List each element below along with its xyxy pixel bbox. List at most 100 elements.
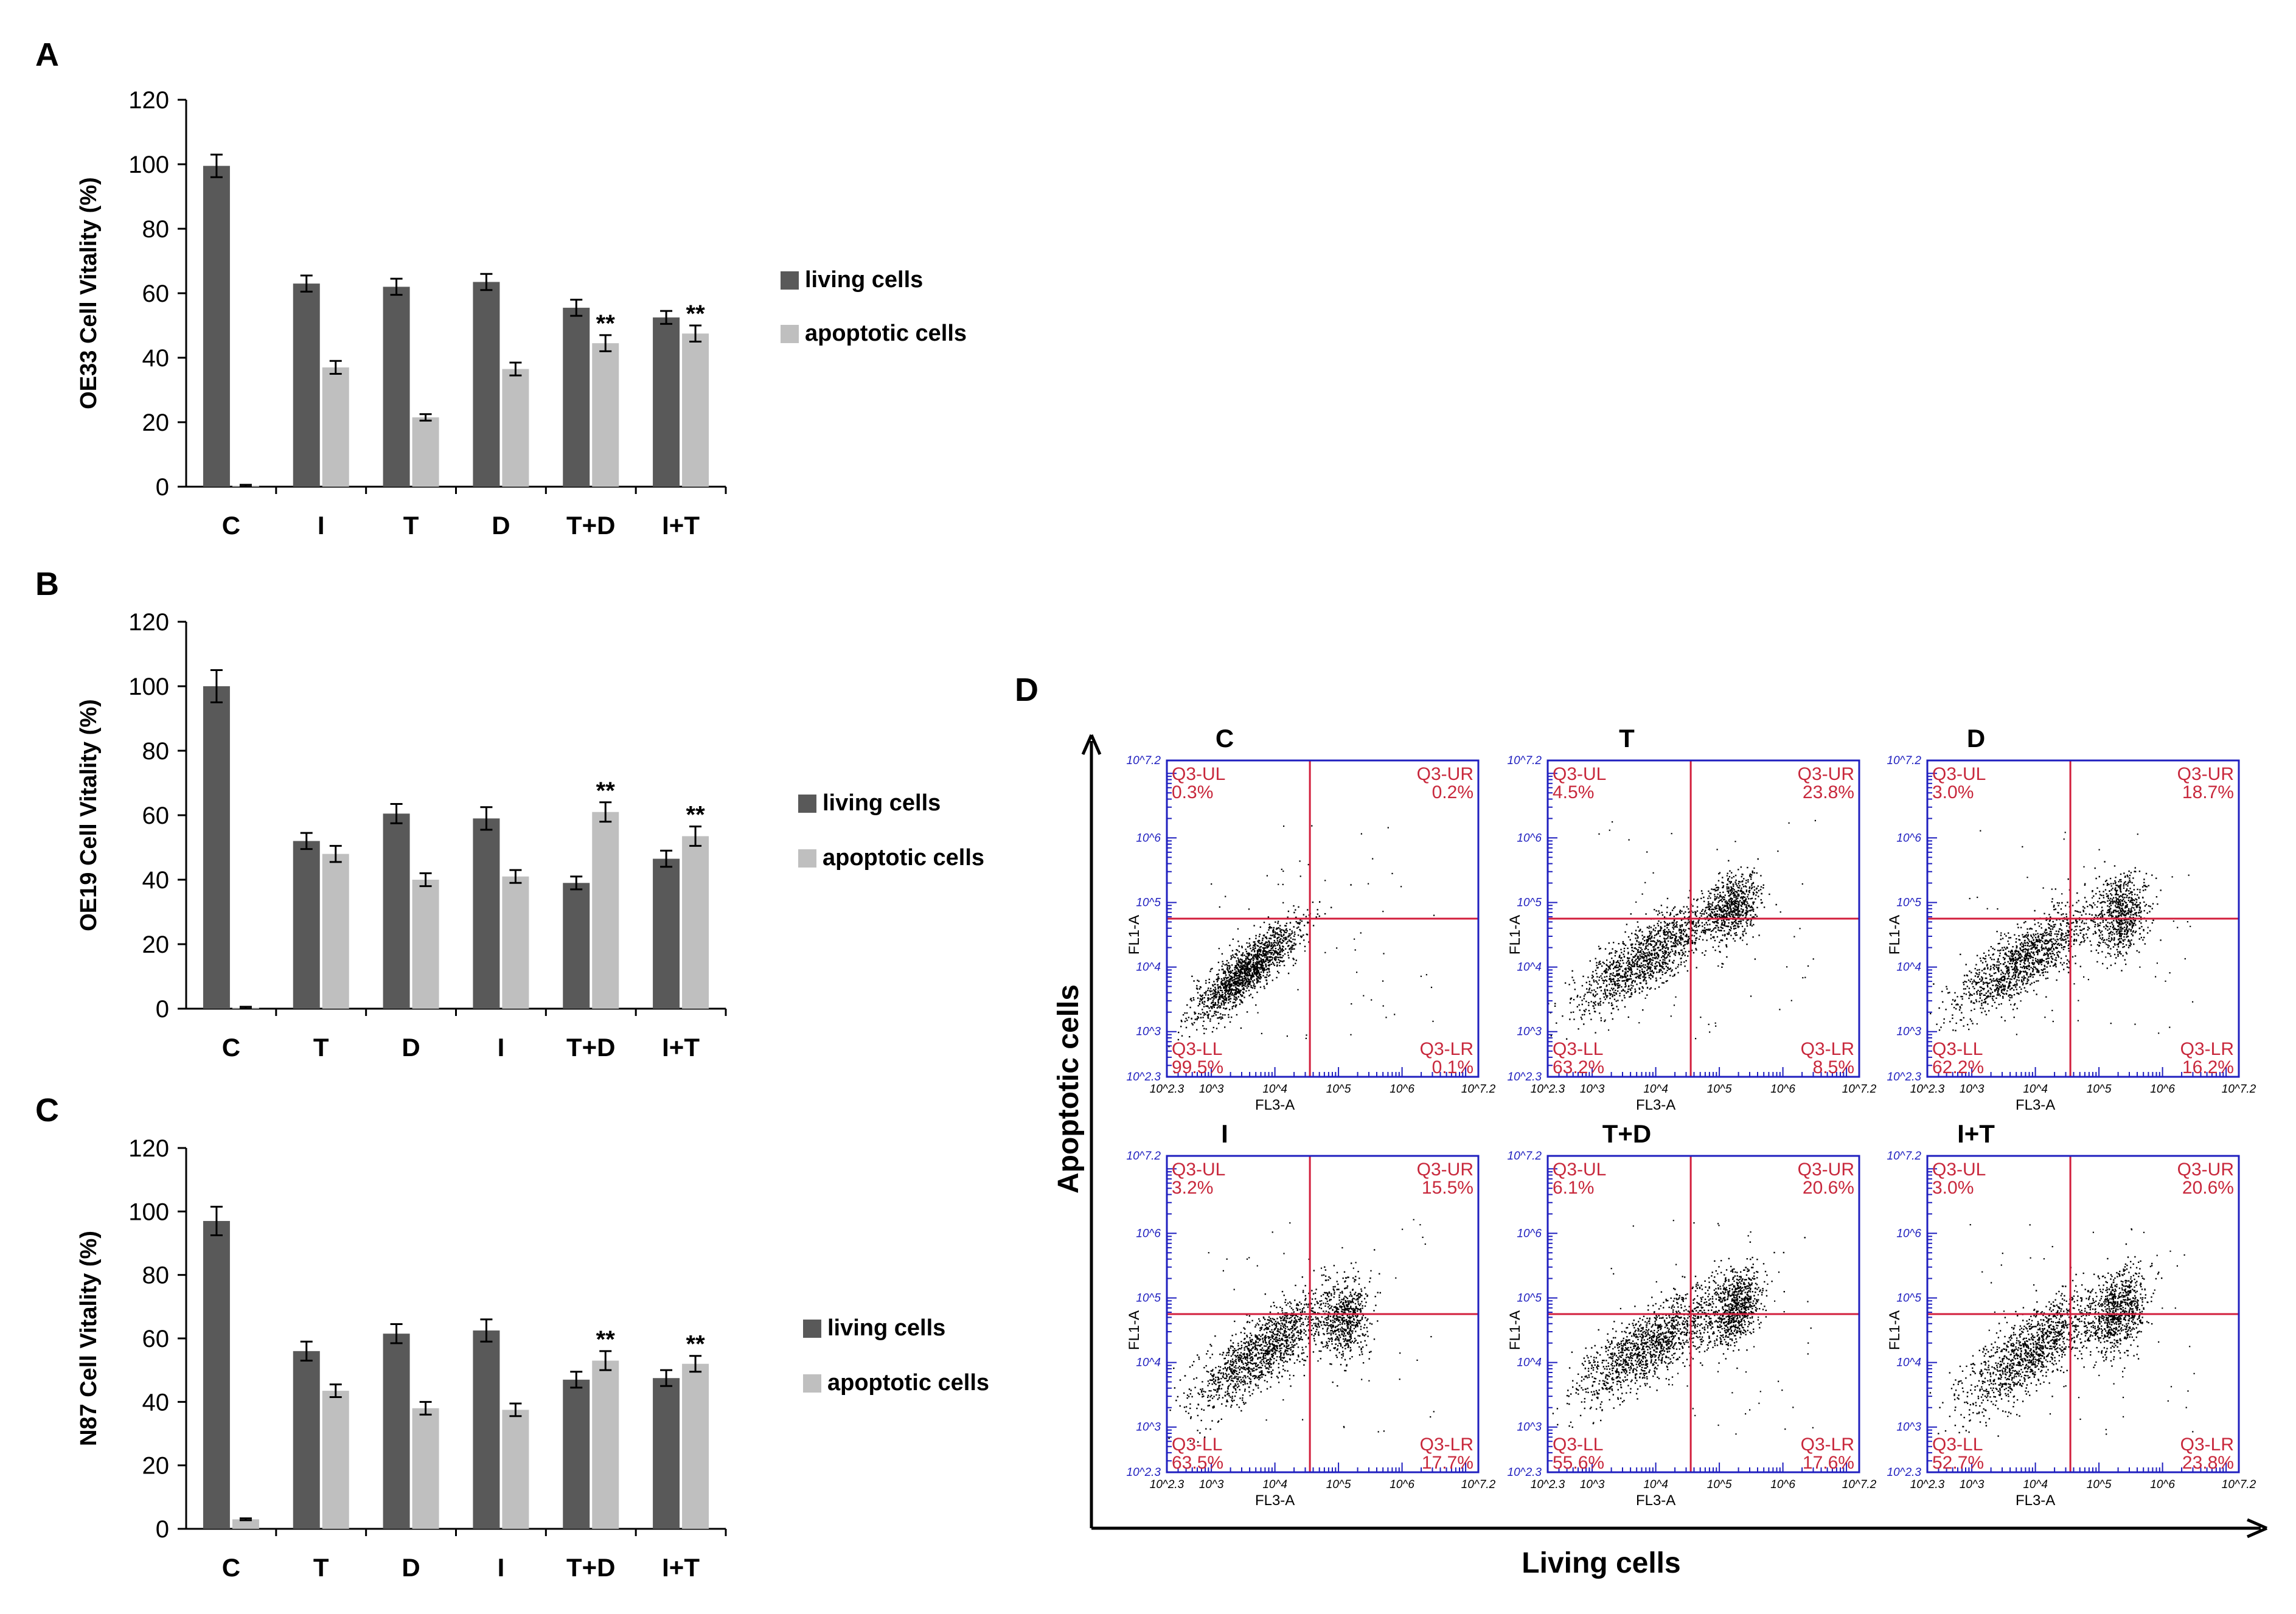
quadrant-lr-name: Q3-LR — [1420, 1039, 1473, 1059]
bar-living-cells — [203, 1220, 230, 1529]
axis-minor-ticks — [1927, 773, 2227, 1077]
quadrant-ul-value: 3.0% — [1932, 782, 1974, 802]
fl3-axis-name: FL3-A — [1255, 1097, 1295, 1113]
x-tick-label: 10^4 — [1643, 1478, 1668, 1491]
x-tick-label: 10^2.3 — [1150, 1083, 1185, 1096]
x-tick-label: T — [313, 1033, 329, 1062]
y-tick-label: 10^3 — [1136, 1421, 1161, 1434]
flow-plot-title: T+D — [1602, 1119, 1652, 1148]
y-tick-label: 10^5 — [1136, 1292, 1161, 1304]
x-tick-label: C — [222, 1553, 240, 1582]
y-tick-label: 120 — [128, 87, 169, 114]
flow-plot-t: T 10^2.310^2.3 10^3 10^3 10^4 10^4 10^5 10^5 10^… — [1507, 724, 1877, 1113]
x-tick-label: 10^6 — [1770, 1478, 1795, 1491]
bar-living-cells — [653, 858, 680, 1009]
x-tick-label: I+T — [662, 511, 700, 540]
quadrant-ll-value: 52.7% — [1932, 1453, 1984, 1473]
bar-apoptotic-cells — [412, 880, 439, 1009]
flow-plot-title: I+T — [1957, 1119, 1995, 1148]
x-tick-label: 10^2.3 — [1910, 1478, 1945, 1491]
x-tick-label: 10^7.2 — [2222, 1478, 2256, 1491]
fl1-axis-name: FL1-A — [1507, 1310, 1523, 1350]
x-tick-label: 10^3 — [1960, 1083, 1985, 1096]
legend-swatch-apoptotic — [781, 325, 799, 343]
bar-living-cells — [473, 1330, 500, 1529]
panel-letter: C — [35, 1092, 59, 1129]
y-tick-label: 10^6 — [1896, 1227, 1921, 1240]
bar-living-cells — [383, 1334, 410, 1529]
quadrant-ul-value: 3.0% — [1932, 1178, 1974, 1198]
x-tick-label: 10^5 — [1326, 1478, 1351, 1491]
y-tick-label: 10^6 — [1517, 832, 1542, 844]
y-tick-label: 10^4 — [1136, 961, 1161, 974]
quadrant-ll-name: Q3-LL — [1553, 1435, 1603, 1455]
axis-minor-ticks — [1547, 773, 1848, 1077]
bar-living-cells — [653, 1378, 680, 1529]
y-tick-label: 100 — [128, 673, 169, 700]
bar-living-cells — [563, 883, 590, 1009]
bar-apoptotic-cells — [592, 812, 619, 1009]
y-tick-label: 10^5 — [1136, 896, 1161, 909]
quadrant-lr-name: Q3-LR — [1801, 1435, 1854, 1455]
x-tick-label: 10^4 — [2023, 1478, 2048, 1491]
x-tick-label: T+D — [566, 1553, 616, 1582]
quadrant-lr-name: Q3-LR — [1420, 1435, 1473, 1455]
y-tick-label: 10^6 — [1896, 832, 1921, 844]
x-tick-label: 10^2.3 — [1531, 1478, 1565, 1491]
fl1-axis-name: FL1-A — [1507, 915, 1523, 955]
quadrant-ur-name: Q3-UR — [1798, 764, 1854, 784]
legend-label-apoptotic: apoptotic cells — [827, 1370, 989, 1396]
y-tick-label: 10^4 — [1896, 961, 1921, 974]
y-tick-label: 0 — [156, 474, 169, 501]
bar-apoptotic-cells — [502, 876, 529, 1009]
quadrant-ur-name: Q3-UR — [1417, 1160, 1473, 1180]
y-tick-label: 10^3 — [1517, 1026, 1542, 1038]
significance-marker: ** — [686, 802, 706, 829]
bar-living-cells — [203, 165, 230, 487]
quadrant-ur-name: Q3-UR — [1798, 1160, 1854, 1180]
y-tick-label: 10^5 — [1896, 896, 1921, 909]
axis-minor-ticks — [1166, 773, 1467, 1077]
x-tick-label: T+D — [566, 511, 616, 540]
significance-marker: ** — [596, 777, 616, 804]
y-tick-label: 0 — [156, 1516, 169, 1543]
x-tick-label: 10^7.2 — [1461, 1083, 1496, 1096]
scatter-points — [1168, 825, 1435, 1074]
quadrant-ul-value: 4.5% — [1553, 782, 1594, 802]
y-tick-label: 10^4 — [1136, 1357, 1161, 1369]
x-tick-label: 10^3 — [1580, 1478, 1605, 1491]
quadrant-lr-name: Q3-LR — [1801, 1039, 1854, 1059]
x-tick-label: I — [498, 1033, 505, 1062]
arrow-right-icon — [2246, 1518, 2268, 1539]
legend-label-apoptotic: apoptotic cells — [805, 321, 967, 346]
y-tick-label: 10^5 — [1517, 896, 1542, 909]
x-tick-label: 10^6 — [1390, 1478, 1414, 1491]
bar-apoptotic-cells — [322, 854, 349, 1009]
bar-apoptotic-cells — [592, 1360, 619, 1529]
y-tick-label: 10^5 — [1896, 1292, 1921, 1304]
legend-swatch-living — [798, 795, 816, 813]
y-axis-label: OE33 Cell Vitality (%) — [76, 177, 102, 409]
fl3-axis-name: FL3-A — [1636, 1492, 1675, 1509]
y-tick-label: 10^2.3 — [1508, 1466, 1542, 1479]
y-tick-label: 60 — [142, 802, 170, 829]
legend-label-living: living cells — [823, 790, 941, 816]
bar-living-cells — [383, 287, 410, 487]
quadrant-ur-value: 20.6% — [2182, 1178, 2234, 1198]
flow-plot-frame — [1166, 1155, 1480, 1473]
quadrant-lr-value: 16.2% — [2182, 1057, 2234, 1077]
quadrant-lr-name: Q3-LR — [2180, 1039, 2234, 1059]
bar-living-cells — [563, 1379, 590, 1529]
x-tick-label: 10^7.2 — [1842, 1478, 1877, 1491]
flow-plot-title: D — [1967, 724, 1985, 753]
quadrant-ll-name: Q3-LL — [1932, 1039, 1983, 1059]
flow-plot-frame — [1926, 759, 2240, 1078]
flow-plot-frame — [1926, 1155, 2240, 1473]
quadrant-ul-name: Q3-UL — [1932, 1160, 1986, 1180]
y-tick-label: 40 — [142, 1389, 170, 1416]
y-tick-label: 10^2.3 — [1127, 1466, 1161, 1479]
quadrant-lr-value: 0.1% — [1432, 1057, 1473, 1077]
x-tick-label: 10^3 — [1199, 1083, 1224, 1096]
y-tick-label: 20 — [142, 1453, 170, 1480]
